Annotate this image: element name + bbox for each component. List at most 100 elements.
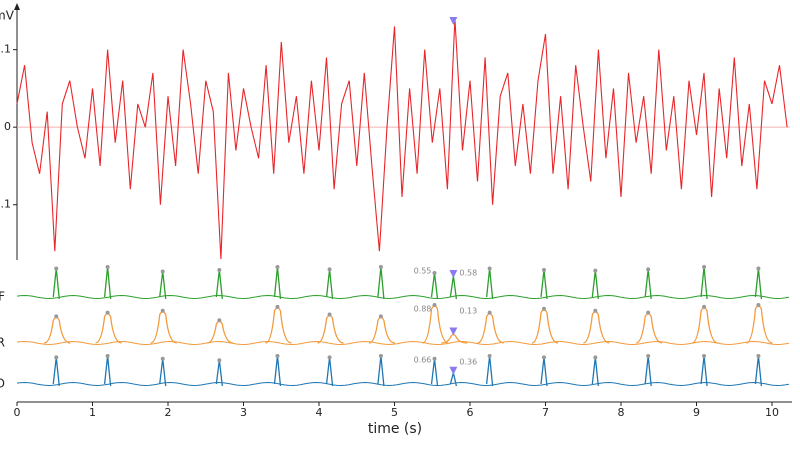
trace-baseline [16, 340, 790, 346]
peak-dot [756, 303, 761, 307]
peak-annotation: 0.88 [414, 305, 432, 314]
peak [700, 266, 708, 300]
peak-dot [275, 304, 280, 309]
peak-dot [217, 268, 222, 272]
peak [368, 316, 396, 344]
peak [540, 269, 548, 300]
x-tick-label: 8 [618, 406, 625, 419]
x-tick-label: 9 [693, 406, 700, 419]
peak-dot [487, 266, 492, 271]
peak [215, 269, 223, 300]
peak-dot [378, 314, 383, 319]
peak [746, 305, 773, 344]
x-tick-label: 0 [14, 406, 21, 419]
peak-dot [105, 310, 110, 315]
peak-dot [160, 356, 165, 361]
peak [644, 269, 652, 300]
x-tick-label: 4 [316, 406, 323, 419]
peak-dot [54, 314, 59, 319]
peak-dot [541, 306, 546, 311]
x-tick-label: 10 [765, 406, 779, 419]
peak [700, 355, 708, 387]
trace-baseline [16, 381, 790, 387]
peak [691, 307, 719, 344]
peak-dot [756, 354, 761, 358]
x-tick-label: 3 [240, 406, 247, 419]
peak-dot [327, 267, 332, 272]
peak [95, 312, 122, 344]
peak [44, 316, 71, 344]
peak-dot [487, 354, 492, 358]
peak-dot [593, 268, 598, 273]
cursor-marker [449, 270, 458, 278]
peak-dot [646, 354, 651, 358]
peak-dot [702, 265, 707, 269]
x-tick-label: 2 [165, 406, 172, 419]
peak [531, 309, 559, 344]
peak-annotation: 0.58 [459, 269, 477, 278]
peak-dot [541, 355, 546, 360]
peak [591, 357, 599, 387]
peak [52, 268, 60, 300]
peak [591, 270, 599, 300]
peak-dot [378, 265, 383, 269]
cursor-marker [449, 327, 458, 336]
peak-annotation: 0.55 [414, 267, 432, 276]
cursor-marker [449, 17, 458, 25]
peak-dot [378, 354, 383, 358]
peak-dot [646, 310, 651, 315]
peak [540, 357, 548, 387]
peak-dot [54, 266, 59, 271]
y-tick-label: -0.1 [0, 198, 11, 211]
peak [754, 268, 763, 300]
peak-dot [160, 308, 165, 313]
peak [52, 357, 60, 387]
cursor-marker [449, 366, 458, 375]
peak-dot [217, 358, 222, 363]
y-axis-arrow [14, 3, 20, 10]
peak-dot [275, 354, 280, 358]
peak [103, 266, 112, 300]
peak-dot [487, 310, 492, 315]
peak-dot [160, 269, 165, 274]
y-tick-label: 0 [4, 120, 11, 133]
peak-dot [756, 266, 761, 271]
peak [377, 355, 385, 387]
peak [159, 358, 167, 387]
peak-dot [432, 271, 437, 275]
trace-label: R [0, 336, 5, 350]
x-axis-label: time (s) [368, 421, 422, 437]
trace-label: O [0, 377, 5, 391]
peak [317, 314, 344, 344]
peak-dot [541, 268, 546, 272]
peak [485, 268, 494, 300]
x-tick-label: 7 [542, 406, 549, 419]
peak-dot [327, 355, 332, 360]
peak-dot [702, 354, 707, 358]
peak [325, 357, 334, 387]
peak [325, 269, 334, 300]
peak [159, 271, 167, 300]
x-tick-label: 6 [467, 406, 474, 419]
peak [430, 272, 439, 300]
peak-dot [593, 308, 598, 313]
x-tick-label: 5 [391, 406, 398, 419]
peak-dot [432, 303, 437, 307]
peak-dot [702, 304, 707, 309]
x-tick-label: 1 [89, 406, 96, 419]
y-axis-label: mV [0, 9, 15, 23]
peak [377, 266, 385, 300]
peak-dot [105, 265, 110, 269]
peak-dot [432, 356, 437, 361]
trace-label: F [0, 290, 5, 304]
peak [477, 312, 504, 344]
peak-annotation: 0.36 [459, 358, 477, 367]
peak [265, 307, 292, 344]
peak-dot [593, 355, 598, 360]
peak-annotation: 0.66 [414, 356, 432, 365]
peak [636, 312, 663, 344]
peak [754, 355, 763, 387]
peak-dot [327, 312, 332, 317]
peak-dot [54, 355, 59, 360]
